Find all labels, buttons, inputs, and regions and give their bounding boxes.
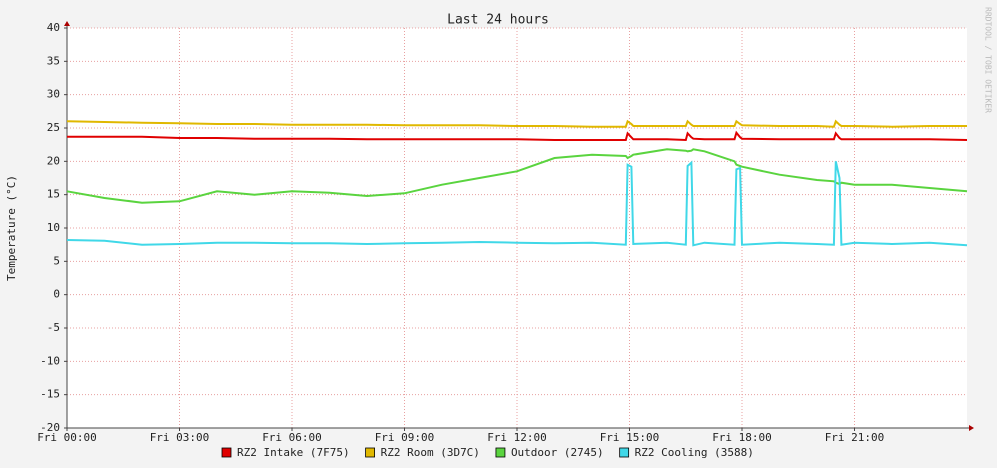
legend-swatch: [221, 447, 232, 458]
x-tick-label: Fri 03:00: [150, 431, 210, 444]
x-tick-label: Fri 15:00: [600, 431, 660, 444]
legend-label: RZ2 Cooling (3588): [635, 446, 754, 459]
series-line: [66, 160, 968, 247]
y-tick-label: 30: [47, 88, 60, 101]
chart-title: Last 24 hours: [447, 13, 549, 28]
x-tick-label: Fri 21:00: [825, 431, 885, 444]
y-tick-label: -15: [40, 388, 60, 401]
y-tick-label: 40: [47, 21, 60, 34]
legend: RZ2 Intake (7F75) RZ2 Room (3D7C) Outdoor …: [221, 446, 754, 459]
y-tick-label: 0: [53, 288, 60, 301]
legend-swatch: [619, 447, 630, 458]
y-axis-arrow: [64, 21, 70, 26]
y-tick-label: 10: [47, 221, 60, 234]
legend-label: RZ2 Room (3D7C): [381, 446, 480, 459]
y-tick-label: 20: [47, 154, 60, 167]
x-tick-label: Fri 09:00: [375, 431, 435, 444]
y-axis-label: Temperature (°C): [5, 175, 18, 281]
x-tick-label: Fri 18:00: [712, 431, 772, 444]
y-tick-label: -20: [40, 421, 60, 434]
legend-swatch: [365, 447, 375, 458]
y-tick-label: 15: [47, 188, 60, 201]
y-tick-label: 35: [47, 54, 60, 67]
legend-swatch: [495, 447, 506, 458]
y-tick-label: -10: [40, 354, 60, 367]
series-line: [67, 130, 968, 142]
y-tick-label: -5: [47, 321, 60, 334]
series-line: [66, 119, 967, 128]
x-tick-label: Fri 06:00: [262, 431, 322, 444]
x-tick-label: Fri 12:00: [487, 431, 547, 444]
legend-label: Outdoor (2745): [511, 446, 604, 459]
watermark: RRDTOOL / TOBI OETIKER: [984, 7, 993, 113]
x-tick-label: Fri 00:00: [37, 431, 97, 444]
y-tick-label: 5: [53, 254, 60, 267]
y-tick-label: 25: [47, 121, 60, 134]
legend-label: RZ2 Intake (7F75): [237, 446, 350, 459]
x-axis-arrow: [969, 425, 974, 431]
